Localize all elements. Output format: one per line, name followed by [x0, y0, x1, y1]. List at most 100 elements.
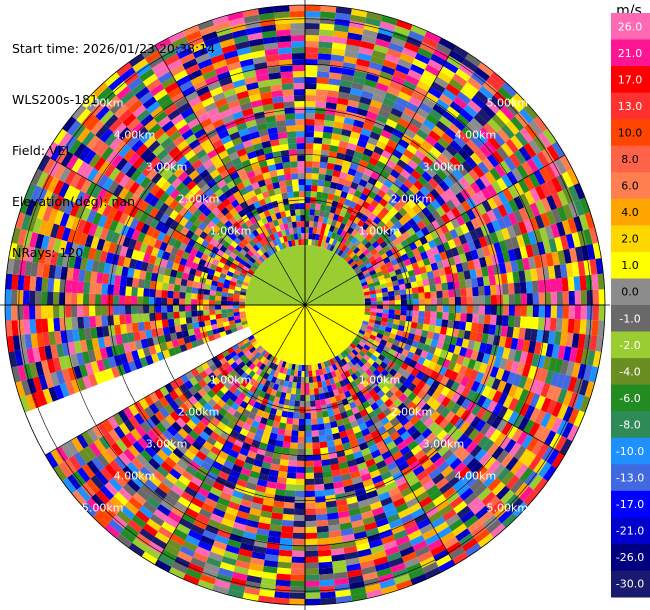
gate-cell — [393, 529, 408, 541]
gate-cell — [246, 431, 256, 440]
gate-cell — [466, 209, 477, 221]
gate-cell — [104, 463, 118, 478]
gate-cell — [305, 209, 311, 216]
gate-cell — [305, 214, 310, 222]
gate-cell — [373, 166, 383, 176]
gate-cell — [354, 431, 364, 440]
gate-cell — [385, 341, 393, 349]
gate-cell — [397, 58, 413, 70]
gate-cell — [221, 309, 228, 314]
gate-cell — [305, 514, 317, 521]
gate-cell — [597, 273, 605, 290]
gate-cell — [382, 296, 389, 301]
gate-cell — [419, 236, 428, 246]
gate-cell — [346, 354, 354, 361]
gate-cell — [364, 294, 371, 299]
gate-cell — [328, 212, 335, 220]
gate-cell — [493, 90, 509, 106]
gate-cell — [197, 397, 208, 407]
gate-cell — [294, 203, 300, 210]
gate-cell — [334, 444, 344, 452]
gate-cell — [285, 393, 291, 400]
gate-cell — [420, 272, 429, 281]
gate-cell — [108, 477, 123, 492]
gate-cell — [351, 340, 359, 347]
gate-cell — [167, 297, 174, 305]
gate-cell — [191, 305, 198, 311]
gate-cell — [237, 350, 245, 358]
gate-cell — [319, 228, 326, 236]
gate-cell — [190, 368, 200, 377]
gate-cell — [573, 199, 585, 216]
gate-cell — [131, 350, 140, 361]
gate-cell — [336, 374, 344, 382]
gate-cell — [62, 342, 71, 357]
gate-cell — [420, 350, 429, 359]
gate-cell — [574, 290, 581, 305]
gate-cell — [446, 105, 460, 119]
gate-cell — [368, 286, 376, 292]
gate-cell — [413, 512, 428, 525]
gate-cell — [478, 362, 488, 374]
gate-cell — [155, 422, 167, 434]
gate-cell — [119, 245, 129, 257]
gate-cell — [417, 175, 429, 187]
gate-cell — [215, 389, 225, 399]
gate-cell — [284, 374, 291, 382]
gate-cell — [69, 202, 81, 217]
gate-cell — [416, 128, 429, 140]
gate-cell — [107, 305, 114, 316]
gate-cell — [82, 221, 93, 235]
gate-cell — [289, 10, 305, 18]
gate-cell — [327, 84, 340, 92]
gate-cell — [395, 143, 407, 155]
ray — [289, 364, 305, 605]
gate-cell — [520, 305, 527, 317]
gate-cell — [336, 97, 349, 106]
gate-cell — [531, 353, 540, 368]
gate-cell — [159, 407, 170, 419]
gate-cell — [45, 452, 59, 469]
gate-cell — [242, 338, 250, 345]
gate-cell — [252, 372, 260, 381]
gate-cell — [273, 445, 283, 454]
gate-cell — [266, 374, 274, 382]
gate-cell — [574, 246, 584, 262]
gate-cell — [375, 485, 388, 496]
gate-cell — [195, 546, 211, 558]
gate-cell — [420, 403, 431, 414]
gate-cell — [155, 297, 162, 305]
gate-cell — [329, 66, 343, 74]
gate-cell — [429, 489, 443, 502]
gate-cell — [46, 291, 54, 305]
gate-cell — [253, 433, 263, 442]
gate-cell — [376, 365, 385, 374]
gate-cell — [388, 368, 398, 377]
gate-cell — [323, 373, 330, 381]
gate-cell — [76, 486, 91, 502]
gate-cell — [143, 305, 150, 314]
gate-cell — [253, 490, 266, 499]
gate-cell — [379, 578, 396, 589]
gate-cell — [293, 520, 305, 527]
gate-cell — [528, 455, 542, 471]
gate-cell — [305, 233, 309, 240]
gate-cell — [98, 435, 111, 450]
gate-cell — [276, 29, 291, 37]
gate-cell — [15, 381, 26, 398]
gate-cell — [494, 274, 502, 285]
gate-cell — [434, 414, 445, 426]
gate-cell — [135, 510, 150, 524]
gate-cell — [233, 388, 242, 398]
gate-cell — [316, 71, 330, 79]
gate-cell — [25, 394, 37, 411]
gate-cell — [204, 367, 213, 376]
gate-cell — [179, 383, 189, 394]
gate-cell — [351, 519, 365, 529]
gate-cell — [420, 226, 430, 236]
gate-cell — [402, 230, 411, 240]
gate-cell — [381, 377, 390, 386]
gate-cell — [348, 388, 356, 396]
gate-cell — [329, 358, 335, 366]
gate-cell — [316, 531, 330, 539]
